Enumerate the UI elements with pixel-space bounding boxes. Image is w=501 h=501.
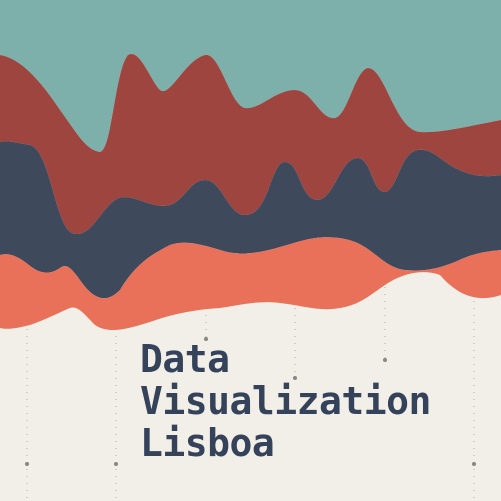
guide-dot [114, 462, 118, 466]
guide-dot [25, 462, 29, 466]
title-line-3: Lisboa [140, 421, 275, 465]
guide-dot [293, 376, 297, 380]
title-line-1: Data [140, 337, 230, 381]
guide-dot [204, 337, 208, 341]
teal-stream [0, 0, 501, 152]
title-line-2: Visualization [140, 379, 431, 423]
poster-title: Data Visualization Lisboa [140, 338, 431, 464]
navy-stream [0, 141, 501, 299]
guide-dots [25, 337, 476, 466]
guide-dot [383, 358, 387, 362]
red-stream [0, 54, 501, 235]
guide-dot [472, 462, 476, 466]
coral-stream [0, 237, 501, 331]
